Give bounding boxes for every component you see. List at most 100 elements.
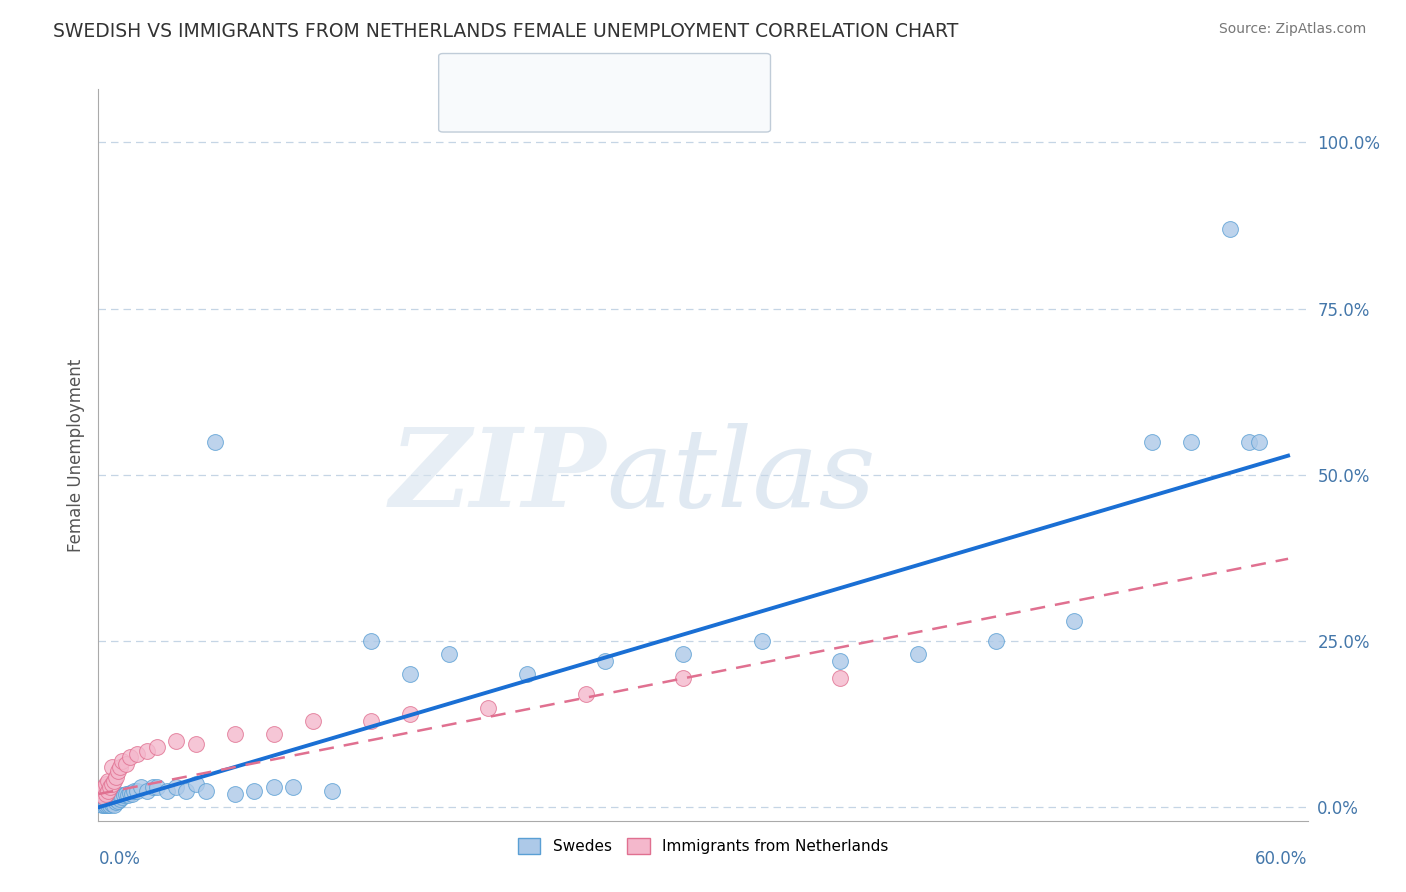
Point (96, 792, 118, 806)
Point (107, 764, 129, 778)
Point (1219, 222, 1241, 236)
Point (96, 777, 118, 791)
Point (1140, 434, 1163, 449)
Y-axis label: Female Unemployment: Female Unemployment (66, 359, 84, 551)
Point (96, 798, 118, 813)
Point (97, 790, 120, 805)
Point (93, 796, 115, 810)
Point (751, 634, 773, 648)
Point (142, 780, 165, 795)
Point (595, 654, 617, 668)
Point (103, 773, 125, 788)
Text: Source: ZipAtlas.com: Source: ZipAtlas.com (1219, 22, 1367, 37)
Point (117, 789, 139, 803)
Point (89, 797, 111, 811)
Point (127, 783, 149, 797)
Point (131, 780, 153, 795)
Text: 0.0%: 0.0% (98, 850, 141, 868)
Text: N = 67: N = 67 (626, 66, 683, 84)
Point (98, 795, 121, 809)
Point (672, 671, 695, 685)
Point (439, 648, 461, 662)
Point (104, 795, 127, 809)
Point (103, 794, 125, 808)
Point (127, 747, 149, 761)
Point (121, 787, 143, 801)
Point (165, 734, 187, 748)
Point (477, 700, 499, 714)
Point (98, 797, 121, 812)
Point (516, 667, 538, 681)
Point (97, 773, 120, 788)
Point (1180, 434, 1202, 449)
Point (101, 797, 124, 811)
Point (360, 634, 382, 648)
Point (101, 777, 124, 791)
Point (828, 654, 851, 668)
Point (146, 780, 169, 795)
Point (104, 771, 127, 785)
Point (136, 744, 159, 758)
Point (302, 714, 325, 728)
Point (1063, 614, 1085, 628)
Point (101, 791, 124, 805)
Point (104, 792, 127, 806)
Point (672, 648, 695, 662)
Text: SWEDISH VS IMMIGRANTS FROM NETHERLANDS FEMALE UNEMPLOYMENT CORRELATION CHART: SWEDISH VS IMMIGRANTS FROM NETHERLANDS F… (53, 22, 959, 41)
Point (97, 783, 120, 797)
Point (108, 792, 131, 806)
Point (118, 786, 141, 800)
Point (112, 789, 135, 803)
Point (97, 794, 120, 808)
Point (101, 794, 124, 808)
Point (1237, 434, 1260, 449)
Point (114, 787, 136, 801)
Point (93, 794, 115, 808)
Point (111, 754, 134, 768)
Point (101, 760, 124, 774)
Point (194, 783, 217, 797)
Point (156, 783, 179, 797)
Text: N = 32: N = 32 (626, 98, 683, 116)
Point (96, 787, 118, 801)
Point (93, 790, 115, 805)
Point (224, 787, 246, 801)
Text: atlas: atlas (606, 423, 876, 531)
Point (122, 783, 145, 797)
Point (98, 792, 121, 806)
Point (1247, 434, 1270, 449)
Point (97, 798, 120, 813)
Point (91, 783, 114, 797)
Point (165, 780, 187, 795)
Point (107, 794, 129, 808)
Point (204, 434, 226, 449)
Point (96, 795, 118, 809)
Point (360, 714, 382, 728)
Point (114, 757, 136, 772)
Point (907, 648, 929, 662)
Point (146, 740, 169, 755)
Point (118, 750, 141, 764)
Point (283, 780, 305, 795)
Point (136, 783, 159, 797)
Point (89, 787, 111, 801)
Text: R = 0.426: R = 0.426 (496, 98, 579, 116)
Point (828, 671, 851, 685)
Point (97, 797, 120, 811)
Point (174, 783, 197, 797)
Point (103, 790, 125, 805)
Point (399, 707, 422, 722)
Point (321, 783, 343, 797)
Text: ZIP: ZIP (389, 423, 606, 531)
Point (93, 780, 115, 795)
Point (575, 687, 598, 701)
Point (243, 783, 266, 797)
Point (103, 798, 125, 813)
Point (98, 780, 121, 795)
Point (91, 798, 114, 813)
Point (108, 760, 131, 774)
Text: R = 0.700: R = 0.700 (496, 66, 579, 84)
Point (93, 797, 115, 812)
Legend: Swedes, Immigrants from Netherlands: Swedes, Immigrants from Netherlands (512, 832, 894, 861)
Point (108, 789, 131, 803)
